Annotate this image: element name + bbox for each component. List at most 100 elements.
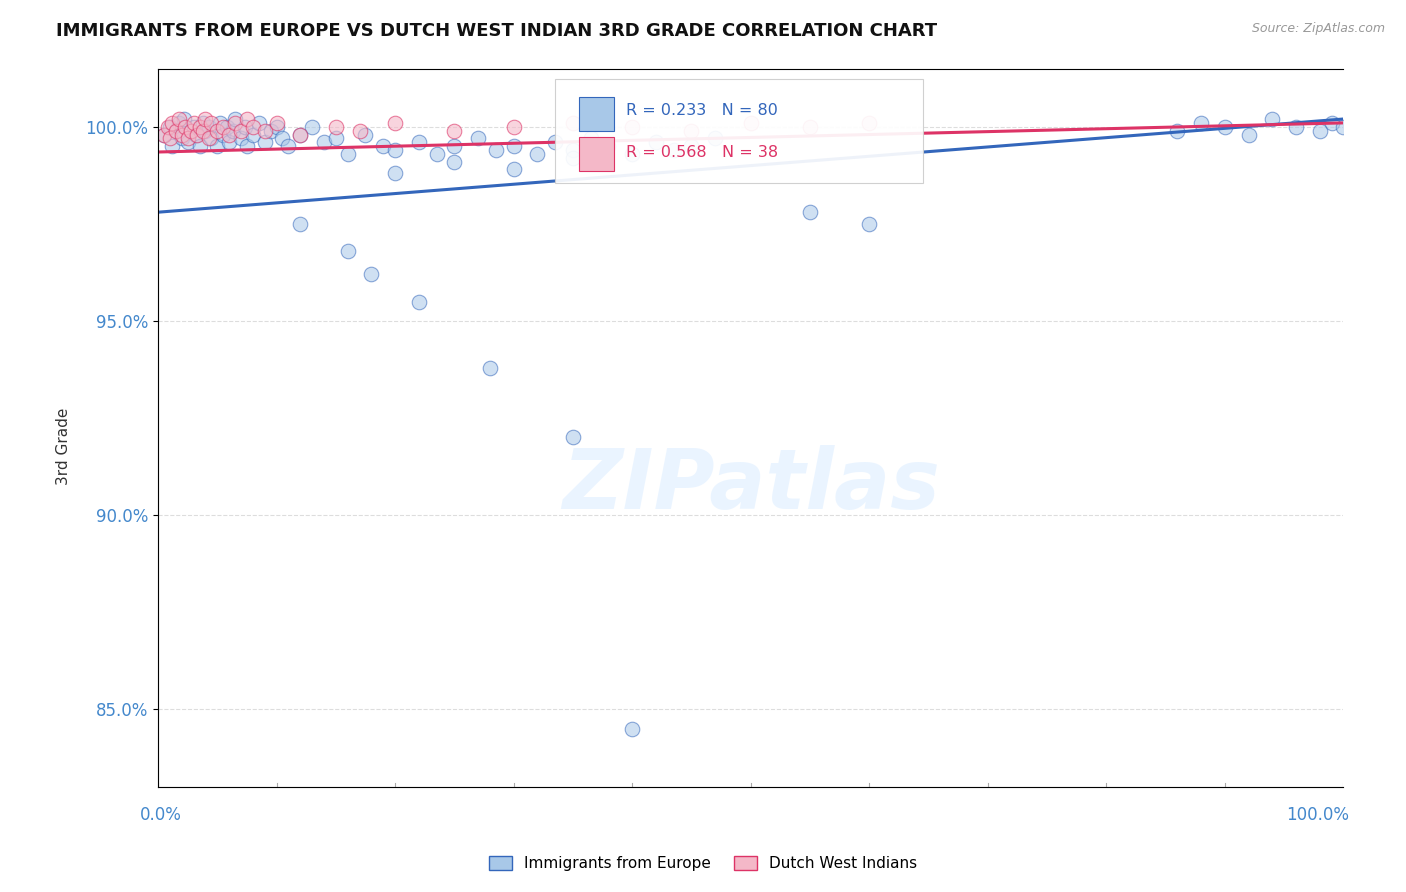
- FancyBboxPatch shape: [579, 96, 614, 131]
- Point: [561, 151, 583, 165]
- Point: [799, 205, 821, 219]
- Point: [212, 128, 235, 142]
- Point: [165, 123, 187, 137]
- Point: [1309, 123, 1331, 137]
- Point: [236, 139, 259, 153]
- Point: [1261, 112, 1284, 126]
- Point: [236, 112, 259, 126]
- Point: [159, 131, 181, 145]
- Point: [162, 116, 184, 130]
- Point: [266, 116, 288, 130]
- Point: [162, 139, 184, 153]
- Point: [215, 120, 238, 134]
- Point: [277, 139, 299, 153]
- Point: [384, 116, 406, 130]
- Text: Source: ZipAtlas.com: Source: ZipAtlas.com: [1251, 22, 1385, 36]
- Point: [259, 123, 281, 137]
- Point: [336, 147, 359, 161]
- Point: [502, 162, 524, 177]
- Point: [159, 120, 181, 134]
- Point: [1320, 116, 1343, 130]
- Point: [858, 217, 880, 231]
- Point: [229, 123, 252, 137]
- Point: [174, 120, 197, 134]
- Point: [200, 116, 222, 130]
- FancyBboxPatch shape: [579, 136, 614, 171]
- Point: [526, 147, 548, 161]
- Point: [704, 131, 727, 145]
- Point: [561, 430, 583, 444]
- Point: [200, 131, 222, 145]
- Point: [165, 123, 187, 137]
- Text: 3rd Grade: 3rd Grade: [56, 408, 70, 484]
- Point: [191, 116, 214, 130]
- Point: [208, 116, 231, 130]
- Point: [467, 131, 489, 145]
- Point: [222, 123, 245, 137]
- Point: [644, 136, 666, 150]
- Point: [188, 139, 211, 153]
- Point: [349, 123, 371, 137]
- Point: [212, 120, 235, 134]
- Point: [224, 112, 246, 126]
- Point: [207, 139, 229, 153]
- Point: [153, 128, 176, 142]
- Text: 100.0%: 100.0%: [1286, 806, 1350, 824]
- Point: [408, 294, 430, 309]
- Point: [561, 116, 583, 130]
- Point: [485, 143, 508, 157]
- Point: [312, 136, 335, 150]
- Point: [1331, 120, 1354, 134]
- Point: [153, 128, 176, 142]
- Point: [443, 139, 465, 153]
- Point: [207, 123, 229, 137]
- Point: [579, 131, 602, 145]
- Point: [183, 120, 205, 134]
- Point: [194, 112, 217, 126]
- Point: [544, 136, 567, 150]
- Point: [1285, 120, 1308, 134]
- Point: [1237, 128, 1260, 142]
- Point: [170, 131, 193, 145]
- Point: [194, 123, 217, 137]
- Point: [290, 128, 312, 142]
- Point: [224, 116, 246, 130]
- Text: 0.0%: 0.0%: [141, 806, 183, 824]
- Point: [1189, 116, 1212, 130]
- Point: [183, 116, 205, 130]
- Point: [502, 120, 524, 134]
- Point: [325, 120, 347, 134]
- Point: [325, 131, 347, 145]
- Point: [218, 128, 240, 142]
- Point: [621, 120, 644, 134]
- Point: [170, 128, 193, 142]
- Text: R = 0.568   N = 38: R = 0.568 N = 38: [626, 145, 779, 160]
- Point: [198, 120, 221, 134]
- Point: [1213, 120, 1236, 134]
- Point: [169, 112, 191, 126]
- Point: [156, 120, 179, 134]
- Point: [301, 120, 323, 134]
- FancyBboxPatch shape: [555, 79, 922, 184]
- Point: [169, 116, 191, 130]
- Point: [681, 123, 703, 137]
- Point: [191, 123, 214, 137]
- Point: [621, 722, 644, 736]
- Point: [408, 136, 430, 150]
- Point: [173, 112, 195, 126]
- Point: [799, 120, 821, 134]
- Point: [681, 139, 703, 153]
- Point: [253, 123, 276, 137]
- Point: [186, 128, 208, 142]
- Point: [271, 131, 294, 145]
- Point: [1166, 123, 1188, 137]
- Point: [290, 128, 312, 142]
- Point: [218, 136, 240, 150]
- Point: [443, 154, 465, 169]
- Point: [188, 120, 211, 134]
- Text: R = 0.233   N = 80: R = 0.233 N = 80: [626, 103, 778, 119]
- Point: [384, 143, 406, 157]
- Point: [176, 136, 198, 150]
- Point: [247, 116, 270, 130]
- Point: [360, 268, 382, 282]
